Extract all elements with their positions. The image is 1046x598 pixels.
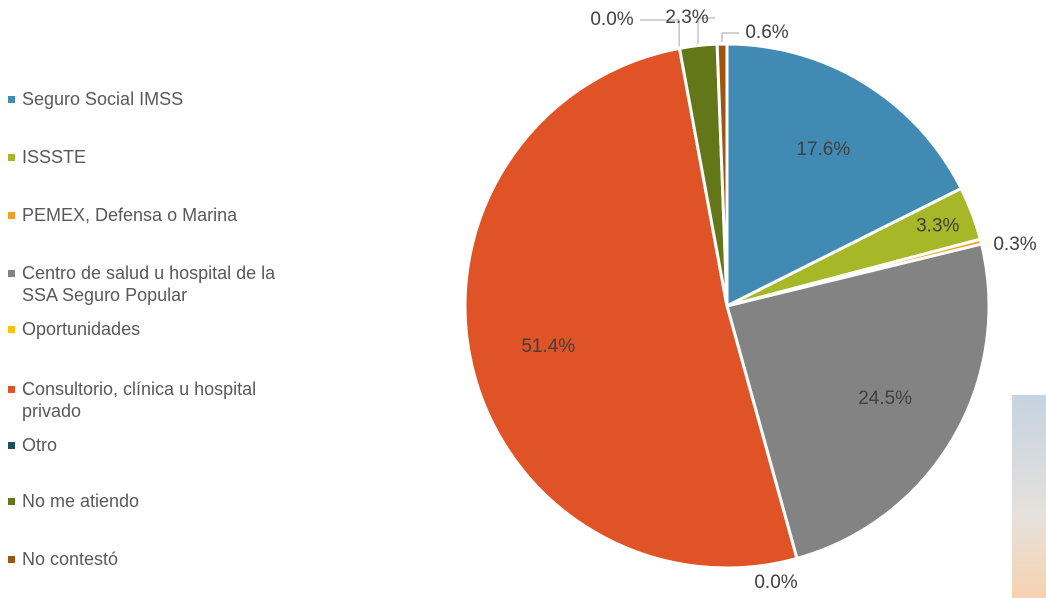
data-label: 0.3%: [993, 234, 1036, 255]
pie: 17.6% 3.3% 0.3% 24.5% 0.0% 51.4% 0.0% 2.3% 0.6%: [465, 7, 1037, 593]
decoration: [1012, 395, 1046, 598]
page: {"chart_data": {"type": "pie", "categori…: [0, 0, 1046, 598]
data-label: 3.3%: [916, 215, 959, 236]
data-label: 0.0%: [590, 9, 633, 30]
chart: 17.6% 3.3% 0.3% 24.5% 0.0% 51.4% 0.0% 2.3% 0.6%: [0, 0, 1046, 598]
data-label: 51.4%: [521, 336, 575, 357]
leader-line: [722, 33, 739, 42]
data-label: 24.5%: [858, 388, 912, 409]
data-label: 17.6%: [796, 139, 850, 160]
data-label: 0.0%: [754, 572, 797, 593]
data-label: 2.3%: [665, 7, 708, 28]
data-label: 0.6%: [745, 22, 788, 43]
